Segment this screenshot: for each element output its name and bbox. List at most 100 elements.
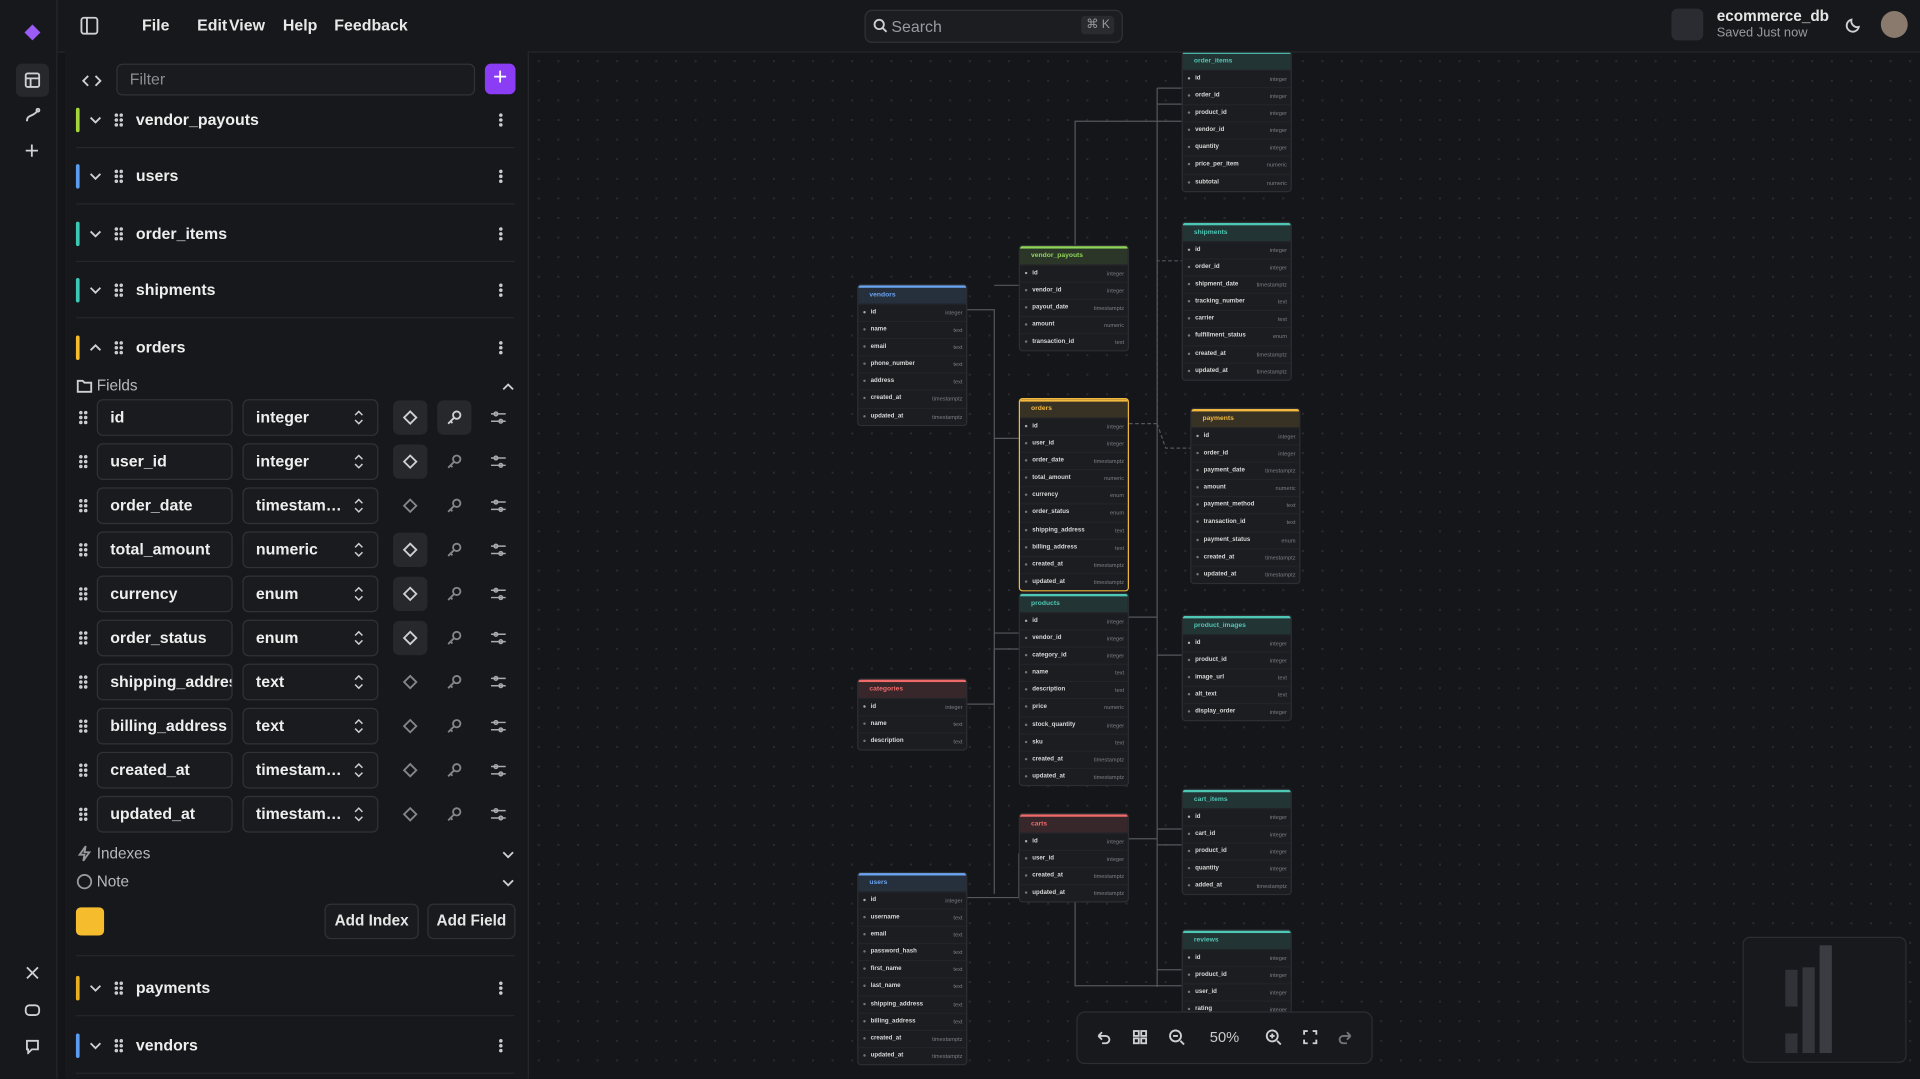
expand-toggle[interactable]: [87, 111, 104, 128]
diagram-table[interactable]: shipments id integer order_id integer shipmen…: [1181, 221, 1292, 381]
select-chevron[interactable]: [350, 585, 367, 602]
not-null-icon[interactable]: [402, 762, 419, 779]
expand-toggle[interactable]: [87, 1037, 104, 1054]
field-type-select[interactable]: numeric: [242, 531, 379, 569]
drag-handle[interactable]: [75, 673, 92, 690]
add-field-button[interactable]: Add Field: [427, 903, 516, 940]
field-settings[interactable]: [490, 629, 507, 646]
diagram-table[interactable]: carts id integer user_id integer created_at ti…: [1018, 813, 1129, 903]
menu-item[interactable]: Feedback: [334, 15, 408, 35]
primary-key-icon[interactable]: [446, 673, 463, 690]
drag-handle[interactable]: [75, 409, 92, 426]
select-chevron[interactable]: [350, 629, 367, 646]
drag-handle[interactable]: [75, 806, 92, 823]
drag-handle[interactable]: [75, 497, 92, 514]
tables-nav[interactable]: [24, 72, 41, 88]
zoom-out-icon[interactable]: [1168, 1029, 1185, 1046]
table-menu[interactable]: [492, 339, 509, 356]
diagram-table[interactable]: vendor_payouts id integer vendor_id integer p…: [1018, 244, 1129, 353]
table-name[interactable]: orders: [135, 337, 186, 357]
field-name-input[interactable]: currency: [96, 575, 233, 613]
primary-key-icon[interactable]: [446, 409, 463, 426]
menu-item[interactable]: View: [228, 15, 265, 35]
note-label[interactable]: Note: [96, 873, 130, 891]
field-name-input[interactable]: billing_address: [96, 707, 233, 745]
not-null-icon[interactable]: [402, 541, 419, 558]
field-settings[interactable]: [490, 806, 507, 823]
primary-key-icon[interactable]: [446, 541, 463, 558]
diagram-table[interactable]: categories id integer name text description te…: [857, 678, 968, 751]
field-settings[interactable]: [490, 497, 507, 514]
field-name-input[interactable]: order_status: [96, 619, 233, 657]
indexes-icon[interactable]: [76, 845, 93, 862]
not-null-toggle[interactable]: [393, 400, 428, 435]
select-chevron[interactable]: [350, 806, 367, 823]
not-null-icon[interactable]: [402, 453, 419, 470]
select-chevron[interactable]: [350, 762, 367, 779]
drag-handle[interactable]: [75, 762, 92, 779]
select-chevron[interactable]: [350, 453, 367, 470]
discord-link[interactable]: [24, 1002, 41, 1018]
primary-key-icon[interactable]: [446, 585, 463, 602]
note-expand[interactable]: [500, 874, 517, 891]
select-chevron[interactable]: [350, 541, 367, 558]
field-type-select[interactable]: text: [242, 707, 379, 745]
table-name[interactable]: vendors: [135, 1035, 198, 1055]
code-toggle[interactable]: [82, 72, 102, 89]
zoom-level[interactable]: 50%: [1209, 1028, 1240, 1046]
theme-toggle[interactable]: [1845, 16, 1862, 33]
drag-handle[interactable]: [75, 453, 92, 470]
field-settings[interactable]: [490, 453, 507, 470]
diagram-table[interactable]: order_items id integer order_id integer produ…: [1181, 50, 1292, 192]
expand-toggle[interactable]: [87, 168, 104, 185]
diagram-table[interactable]: products id integer vendor_id integer categor…: [1018, 592, 1129, 787]
table-name[interactable]: shipments: [135, 280, 216, 299]
field-type-select[interactable]: enum: [242, 575, 379, 613]
drag-handle[interactable]: [110, 282, 127, 299]
menu-item[interactable]: Edit: [197, 15, 228, 35]
table-menu[interactable]: [492, 111, 509, 128]
drag-handle[interactable]: [110, 339, 127, 356]
table-color-picker[interactable]: [75, 907, 105, 936]
not-null-icon[interactable]: [402, 409, 419, 426]
minimap[interactable]: [1742, 936, 1907, 1063]
chat-link[interactable]: [24, 1038, 40, 1055]
grid-icon[interactable]: [1131, 1029, 1148, 1046]
table-name[interactable]: vendor_payouts: [135, 110, 259, 129]
search-box[interactable]: Search ⌘ K: [864, 9, 1123, 43]
field-name-input[interactable]: id: [96, 399, 233, 436]
field-type-select[interactable]: text: [242, 663, 379, 701]
not-null-icon[interactable]: [402, 806, 419, 823]
field-name-input[interactable]: order_date: [96, 487, 233, 525]
diagram-table[interactable]: orders id integer user_id integer order_date t…: [1018, 397, 1129, 592]
add-index-button[interactable]: Add Index: [324, 903, 419, 940]
menu-item[interactable]: Help: [282, 15, 318, 35]
diagram-table[interactable]: reviews id integer product_id integer user_id…: [1181, 929, 1292, 1020]
drag-handle[interactable]: [75, 629, 92, 646]
fit-icon[interactable]: [1302, 1029, 1319, 1046]
field-name-input[interactable]: total_amount: [96, 531, 233, 569]
table-menu[interactable]: [492, 282, 509, 299]
db-name[interactable]: ecommerce_db: [1716, 7, 1830, 25]
field-settings[interactable]: [490, 718, 507, 735]
drag-handle[interactable]: [110, 168, 127, 185]
drag-handle[interactable]: [75, 585, 92, 602]
table-menu[interactable]: [492, 225, 509, 242]
expand-toggle[interactable]: [87, 225, 104, 242]
add-table-button[interactable]: +: [484, 63, 516, 95]
select-chevron[interactable]: [350, 673, 367, 690]
primary-key-icon[interactable]: [446, 497, 463, 514]
table-menu[interactable]: [492, 1037, 509, 1054]
field-type-select[interactable]: integer: [242, 399, 379, 436]
relations-nav[interactable]: [24, 107, 41, 124]
select-chevron[interactable]: [350, 497, 367, 514]
not-null-icon[interactable]: [402, 585, 419, 602]
avatar[interactable]: [1880, 11, 1908, 38]
expand-toggle[interactable]: [87, 282, 104, 299]
field-settings[interactable]: [490, 673, 507, 690]
field-type-select[interactable]: enum: [242, 619, 379, 657]
select-chevron[interactable]: [350, 718, 367, 735]
note-icon[interactable]: [76, 873, 93, 890]
not-null-icon[interactable]: [402, 629, 419, 646]
not-null-toggle[interactable]: [393, 532, 428, 567]
